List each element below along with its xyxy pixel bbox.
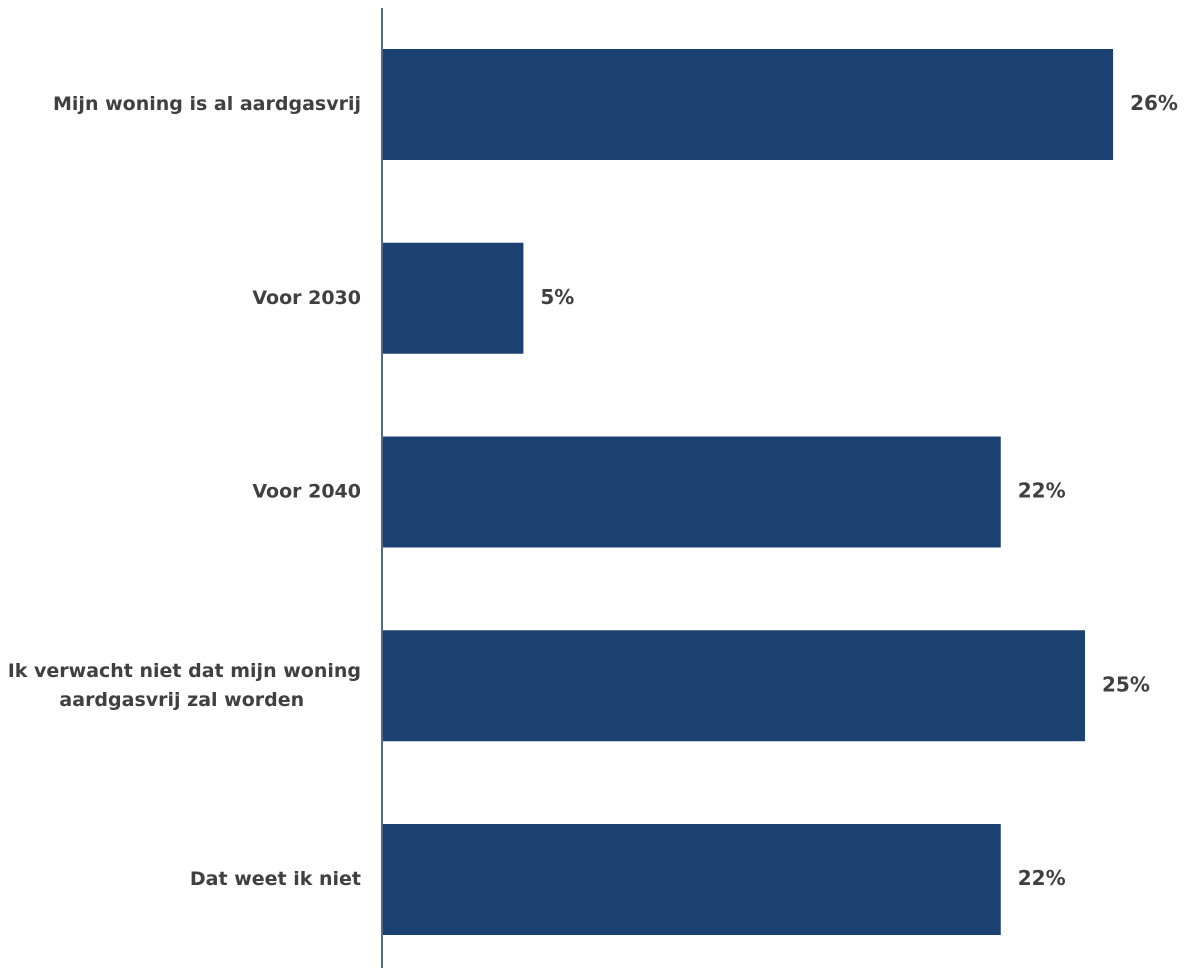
category-label-4: Dat weet ik niet xyxy=(190,868,361,890)
category-labels-group: Mijn woning is al aardgasvrij Voor 2030 Vo… xyxy=(8,93,361,890)
value-label-4: 22% xyxy=(1018,866,1066,890)
category-label-3: Ik verwacht niet dat mijn woning aardgasv… xyxy=(8,660,361,711)
bar-4 xyxy=(383,824,1001,935)
bar-1 xyxy=(383,242,524,354)
value-label-1: 5% xyxy=(540,285,574,309)
value-label-3: 25% xyxy=(1102,672,1150,696)
bars-group xyxy=(383,49,1114,935)
bar-2 xyxy=(383,436,1001,548)
value-labels-group: 26% 5% 22% 25% 22% xyxy=(540,91,1178,890)
bar-0 xyxy=(383,49,1114,160)
category-label-1: Voor 2030 xyxy=(252,287,361,309)
value-label-2: 22% xyxy=(1018,479,1066,503)
category-label-2: Voor 2040 xyxy=(252,481,361,503)
category-label-0: Mijn woning is al aardgasvrij xyxy=(53,93,361,115)
value-label-0: 26% xyxy=(1130,91,1178,115)
bar-3 xyxy=(383,630,1085,742)
